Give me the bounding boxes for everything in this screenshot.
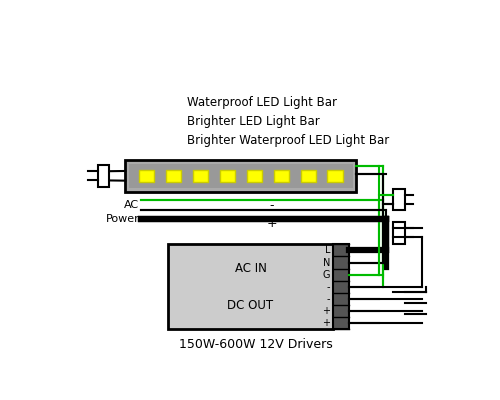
Text: +: + <box>266 217 277 230</box>
Bar <box>394 189 405 210</box>
Text: +: + <box>322 318 330 328</box>
Text: DC OUT: DC OUT <box>228 299 274 312</box>
Bar <box>333 244 348 329</box>
Text: N: N <box>323 258 330 268</box>
Text: -: - <box>326 282 330 292</box>
Bar <box>220 170 235 182</box>
Bar <box>328 170 343 182</box>
Bar <box>168 244 333 329</box>
Text: L: L <box>324 245 330 255</box>
Text: -: - <box>270 199 274 212</box>
Text: 150W-600W 12V Drivers: 150W-600W 12V Drivers <box>180 338 333 351</box>
Text: G: G <box>322 270 330 280</box>
Bar <box>139 170 154 182</box>
Text: -: - <box>326 294 330 304</box>
Text: AC IN: AC IN <box>234 262 266 274</box>
Bar <box>394 222 405 244</box>
Bar <box>246 170 262 182</box>
Text: AC
Power: AC Power <box>106 200 139 224</box>
Text: Waterproof LED Light Bar
Brighter LED Light Bar
Brighter Waterproof LED Light Ba: Waterproof LED Light Bar Brighter LED Li… <box>187 96 389 147</box>
Bar <box>98 165 109 186</box>
Bar <box>126 160 356 192</box>
Text: +: + <box>322 306 330 316</box>
Bar <box>129 164 352 188</box>
Bar <box>166 170 181 182</box>
Bar <box>192 170 208 182</box>
Bar <box>300 170 316 182</box>
Bar <box>274 170 289 182</box>
